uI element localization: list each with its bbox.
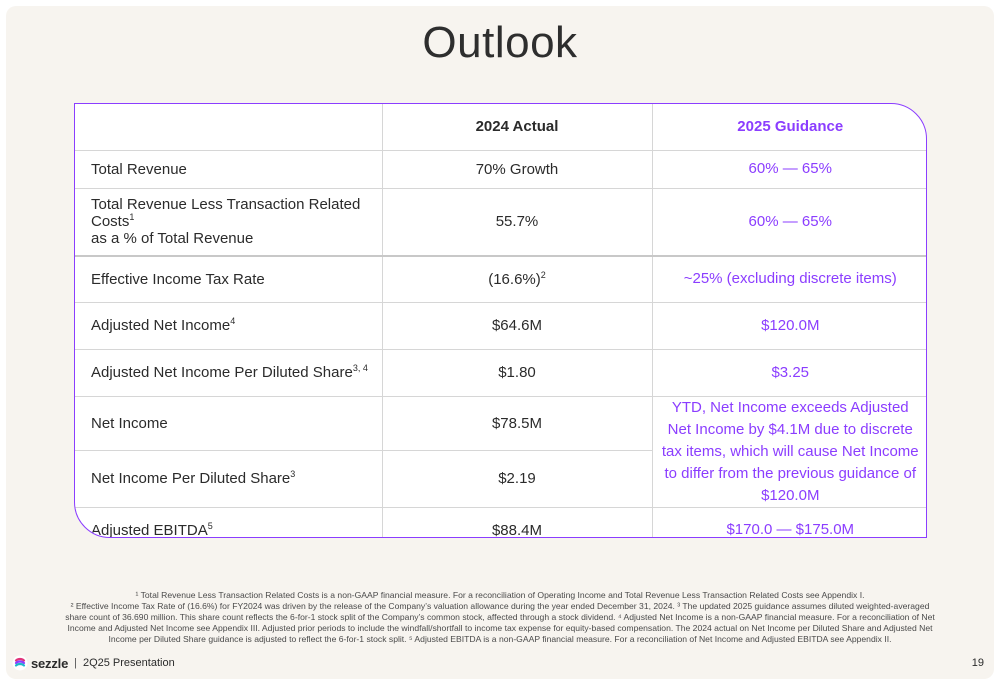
row-label: Adjusted EBITDA5: [75, 506, 382, 537]
row-actual-value: $1.80: [381, 348, 652, 396]
row-guidance-value: ~25% (excluding discrete items): [651, 255, 926, 302]
table-row: Net Income Per Diluted Share3 $2.19: [75, 450, 926, 507]
outlook-table-card: 2024 Actual 2025 Guidance Total Revenue …: [74, 103, 927, 538]
page-number: 19: [971, 657, 984, 669]
table-row: Total Revenue Less Transaction Related C…: [75, 187, 926, 256]
footnote-ref: 3, 4: [352, 363, 368, 373]
presentation-name: 2Q25 Presentation: [82, 657, 175, 669]
row-actual-value: $64.6M: [381, 301, 652, 349]
table-row: Adjusted Net Income Per Diluted Share3, …: [75, 348, 926, 396]
row-actual-value: (16.6%)2: [381, 255, 652, 302]
page-title: Outlook: [422, 18, 578, 67]
footnotes: ¹ Total Revenue Less Transaction Related…: [60, 590, 940, 645]
row-actual-value: $78.5M: [381, 395, 652, 451]
footnote-ref: 2: [540, 269, 546, 280]
row-label: Adjusted Net Income Per Diluted Share3, …: [75, 348, 382, 396]
table-header-row: 2024 Actual 2025 Guidance: [75, 104, 926, 150]
row-guidance-value: 60% — 65%: [651, 149, 926, 188]
table-row: Adjusted Net Income4 $64.6M $120.0M: [75, 301, 926, 349]
table-row: Net Income $78.5M YTD, Net Income exceed…: [75, 395, 926, 507]
row-guidance-value: 60% — 65%: [651, 187, 926, 256]
table-row: Total Revenue 70% Growth 60% — 65%: [75, 149, 926, 188]
outlook-table: 2024 Actual 2025 Guidance Total Revenue …: [75, 104, 926, 537]
footnote-ref: 1: [129, 212, 135, 223]
table-row: Effective Income Tax Rate (16.6%)2 ~25% …: [75, 255, 926, 302]
footnote-ref: 4: [230, 316, 236, 326]
row-label: Total Revenue: [75, 149, 382, 188]
slide-footer: sezzle | 2Q25 Presentation: [12, 655, 175, 671]
row-actual-value: $88.4M: [381, 506, 652, 537]
row-actual-value: $2.19: [381, 450, 652, 507]
row-guidance-value-merged: YTD, Net Income exceeds Adjusted Net Inc…: [651, 395, 926, 507]
row-label: Net Income: [75, 395, 382, 451]
header-2025-guidance: 2025 Guidance: [651, 104, 926, 150]
footnote-ref: 3: [290, 469, 296, 480]
footnote-line-2: ² Effective Income Tax Rate of (16.6%) f…: [65, 601, 935, 644]
row-label: Total Revenue Less Transaction Related C…: [75, 187, 382, 256]
footer-separator: |: [74, 657, 77, 669]
row-actual-value: 70% Growth: [381, 149, 652, 188]
row-label: Effective Income Tax Rate: [75, 255, 382, 302]
row-label: Adjusted Net Income4: [75, 301, 382, 349]
row-actual-value: 55.7%: [381, 187, 652, 256]
row-guidance-value: $120.0M: [651, 301, 926, 349]
header-empty-cell: [75, 104, 382, 150]
header-2024-actual: 2024 Actual: [381, 104, 652, 150]
footnote-ref: 5: [207, 520, 213, 531]
row-label: Net Income Per Diluted Share3: [75, 450, 382, 507]
sezzle-logo-icon: [12, 655, 28, 671]
row-guidance-value: $3.25: [651, 348, 926, 396]
brand-name: sezzle: [31, 655, 69, 671]
table-row: Adjusted EBITDA5 $88.4M $170.0 — $175.0M: [75, 506, 926, 537]
footnote-line-1: ¹ Total Revenue Less Transaction Related…: [135, 590, 865, 600]
row-guidance-value: $170.0 — $175.0M: [651, 506, 926, 537]
